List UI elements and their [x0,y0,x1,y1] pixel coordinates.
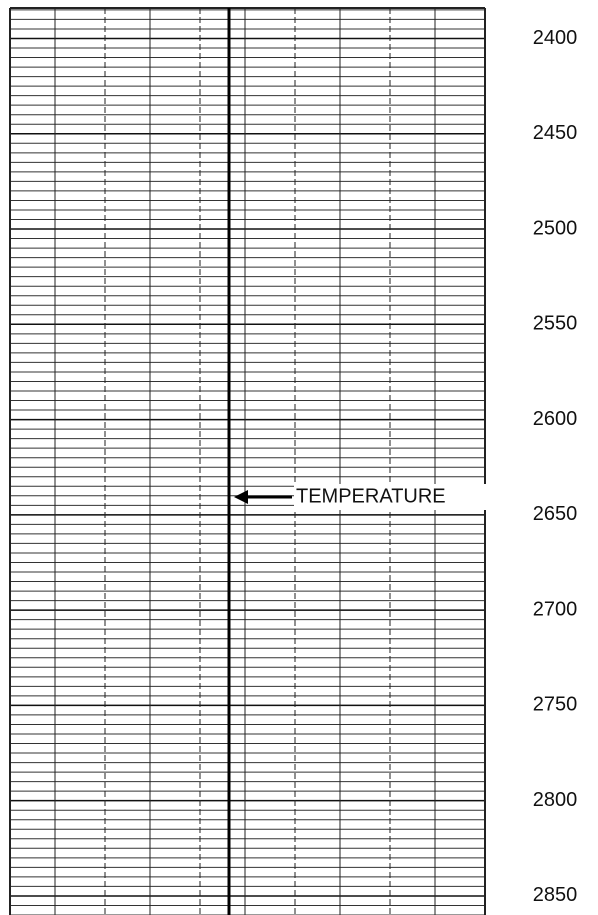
y-tick-label: 2450 [533,122,578,144]
annotation-arrow [234,490,292,504]
annotation-bg [294,484,498,510]
annotation: TEMPERATURE [296,485,446,507]
y-tick-label: 2400 [533,27,578,49]
y-tick-label: 2500 [533,217,578,239]
vertical-grid [9,7,486,915]
y-tick-label: 2650 [533,503,578,525]
grid [10,9,485,915]
y-tick-label: 2700 [533,598,578,620]
y-tick-label: 2600 [533,408,578,430]
y-tick-label: 2750 [533,694,578,716]
y-tick-label: 2550 [533,313,578,335]
y-tick-label: 2800 [533,789,578,811]
y-tick-label: 2850 [533,884,578,906]
